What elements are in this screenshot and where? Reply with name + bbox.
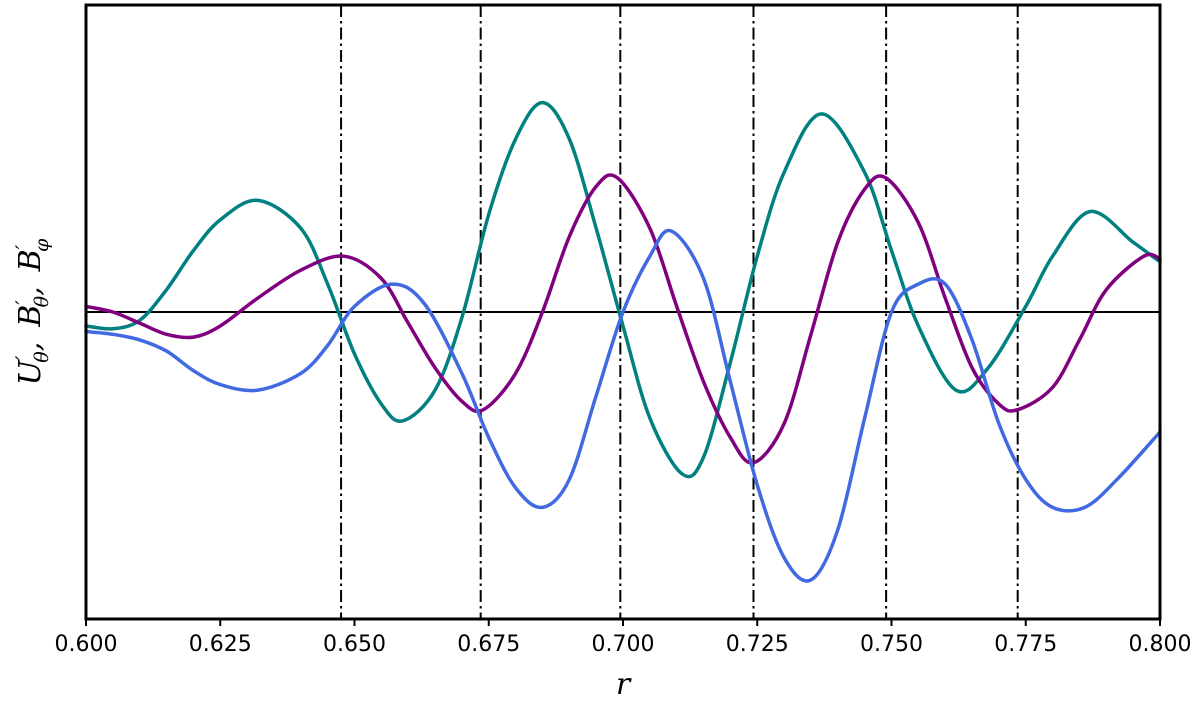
y-label-prime-2: ′ — [12, 244, 34, 249]
x-tick-label-3: 0.675 — [457, 632, 520, 657]
y-label-symbol-1: B — [13, 305, 48, 328]
x-tick-label-4: 0.700 — [592, 632, 655, 657]
x-tick-label-0: 0.600 — [55, 632, 118, 657]
x-tick-label-5: 0.725 — [726, 632, 789, 657]
x-tick-label-2: 0.650 — [323, 632, 386, 657]
series-group — [84, 100, 1162, 583]
vertical-lines — [340, 5, 1019, 619]
y-label-prime-0: ′ — [12, 355, 34, 360]
series-line-0 — [84, 100, 1162, 479]
y-label-sep-1: , — [13, 271, 48, 296]
y-label-sub-0: θ — [31, 351, 53, 363]
y-label-symbol-2: B — [13, 249, 48, 272]
y-label-symbol-0: U — [13, 358, 48, 385]
y-label-sep-0: , — [13, 327, 48, 352]
y-label-prime-1: ′ — [12, 300, 34, 305]
x-tick-label-1: 0.625 — [189, 632, 252, 657]
x-tick-label-6: 0.750 — [860, 632, 923, 657]
y-label-sub-2: φ — [31, 238, 53, 252]
y-label-sub-1: θ — [31, 295, 53, 307]
series-line-2 — [84, 228, 1162, 583]
x-tick-label-7: 0.775 — [994, 632, 1057, 657]
y-axis-label: U′θ, B′θ, B′φ — [12, 238, 53, 385]
x-axis-label: r — [616, 667, 632, 701]
x-ticks: 0.600 0.625 0.650 0.675 0.700 0.725 0.750 0.775… — [55, 619, 1192, 657]
x-tick-label-8: 0.800 — [1129, 632, 1192, 657]
y-axis-label-text: U′θ, B′θ, B′φ — [12, 238, 53, 385]
